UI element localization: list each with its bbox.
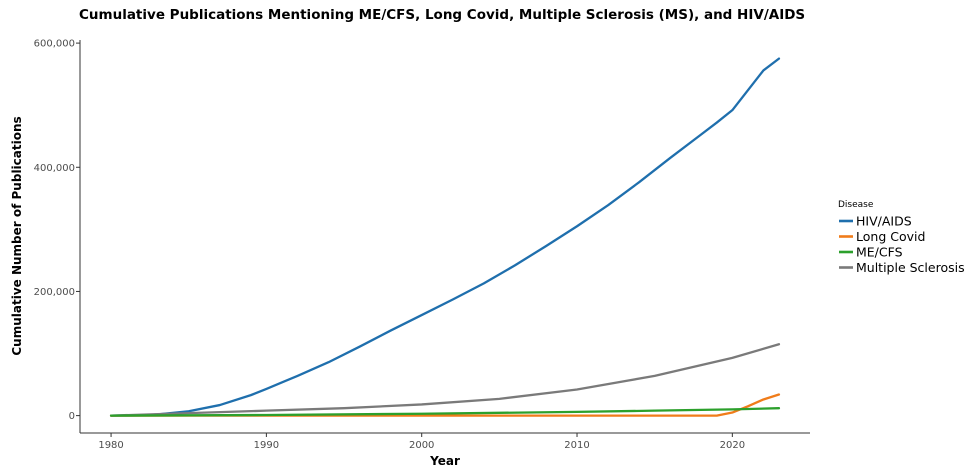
y-tick-label: 200,000 xyxy=(34,287,75,298)
y-axis-ticks: 0 200,000 400,000 600,000 xyxy=(34,39,80,422)
series-line-me-cfs xyxy=(109,407,781,417)
series-line-hiv-aids xyxy=(109,57,781,417)
series-line-long-covid xyxy=(109,393,781,417)
x-tick-label: 1980 xyxy=(98,440,123,451)
x-tick-label: 2020 xyxy=(720,440,745,451)
plot-area: 1980 1990 2000 2010 2020 0 200,000 400,000 600,… xyxy=(34,39,810,451)
x-tick-label: 1990 xyxy=(254,440,279,451)
y-tick-label: 400,000 xyxy=(34,163,75,174)
legend-label-multiple-sclerosis: Multiple Sclerosis xyxy=(856,260,965,275)
y-tick-label: 600,000 xyxy=(34,39,75,50)
legend-label-me-cfs: ME/CFS xyxy=(856,245,903,260)
x-tick-label: 2010 xyxy=(564,440,589,451)
legend-title: Disease xyxy=(838,200,874,210)
series-line-multiple-sclerosis xyxy=(109,343,781,417)
chart-title: Cumulative Publications Mentioning ME/CF… xyxy=(79,7,805,23)
y-tick-label: 0 xyxy=(69,411,75,422)
x-axis-title: Year xyxy=(429,454,460,468)
series-group xyxy=(109,57,781,417)
x-tick-label: 2000 xyxy=(409,440,434,451)
legend-label-long-covid: Long Covid xyxy=(856,229,925,244)
y-axis-title: Cumulative Number of Publications xyxy=(10,116,24,355)
x-axis-ticks: 1980 1990 2000 2010 2020 xyxy=(98,433,745,451)
legend-label-hiv-aids: HIV/AIDS xyxy=(856,214,912,229)
